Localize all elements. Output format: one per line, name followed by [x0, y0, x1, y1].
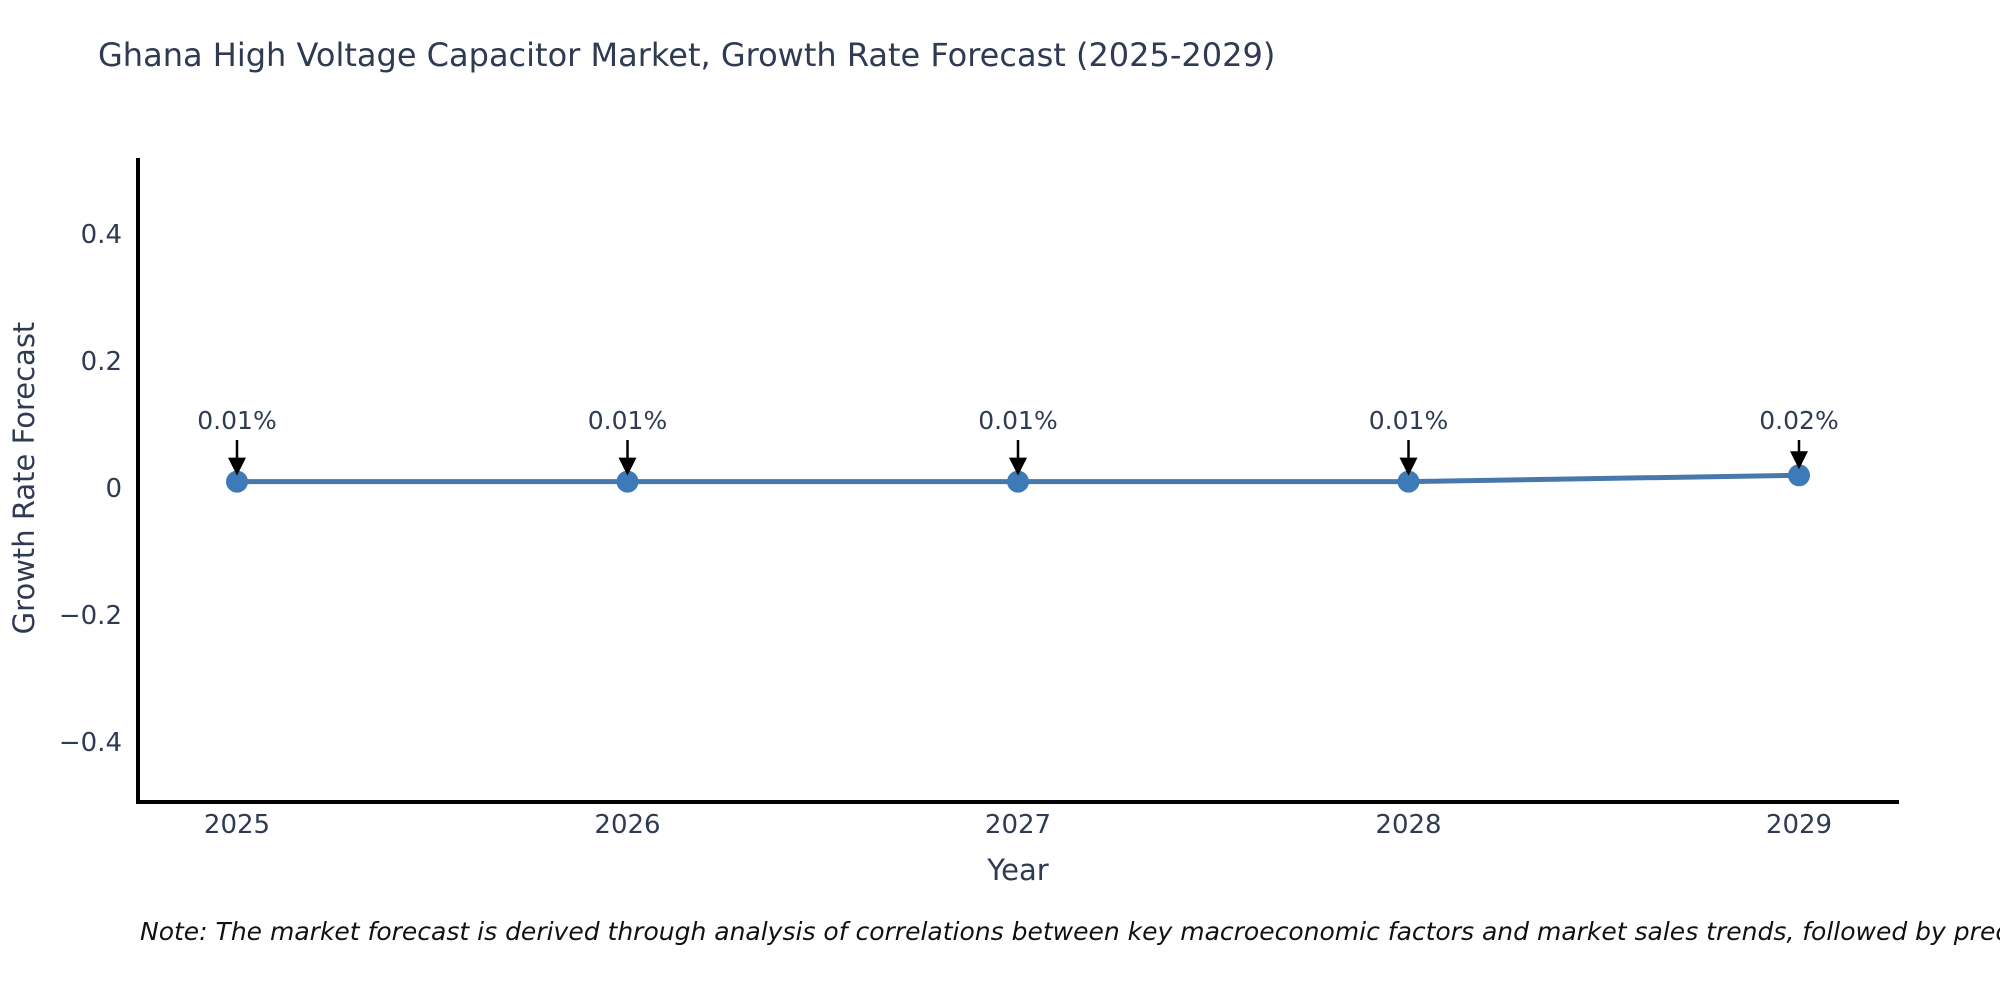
annotation-label: 0.02% — [1759, 406, 1838, 435]
annotation-label: 0.01% — [978, 406, 1057, 435]
y-tick-label: 0.2 — [81, 347, 122, 377]
y-tick-label: 0 — [105, 474, 122, 504]
y-tick-label: 0.4 — [81, 220, 122, 250]
x-tick-label: 2025 — [204, 810, 270, 840]
annotation-arrow-head — [1009, 457, 1027, 476]
annotation-label: 0.01% — [588, 406, 667, 435]
chart-title: Ghana High Voltage Capacitor Market, Gro… — [98, 36, 1276, 74]
y-tick-label: −0.2 — [59, 601, 122, 631]
x-tick-label: 2026 — [594, 810, 660, 840]
annotation-arrow-head — [1790, 451, 1808, 470]
data-point-marker — [226, 470, 248, 493]
annotation-arrow-head — [1399, 457, 1418, 476]
data-point-marker — [1788, 464, 1810, 487]
data-point-marker — [1007, 470, 1029, 493]
axis-spines — [136, 158, 1899, 804]
x-tick-label: 2027 — [985, 810, 1051, 840]
x-tick-label: 2028 — [1375, 810, 1441, 840]
data-point-marker — [616, 470, 639, 493]
annotation-arrow-head — [618, 457, 637, 476]
annotation-label: 0.01% — [197, 406, 276, 435]
annotation-arrow-head — [228, 457, 246, 476]
x-axis-title: Year — [986, 853, 1048, 887]
x-tick-label: 2029 — [1766, 810, 1832, 840]
footnote: Note: The market forecast is derived thr… — [140, 917, 2000, 946]
annotation-label: 0.01% — [1369, 406, 1448, 435]
y-axis-title: Growth Rate Forecast — [7, 322, 41, 635]
data-point-marker — [1397, 470, 1420, 493]
y-tick-label: −0.4 — [59, 728, 122, 758]
